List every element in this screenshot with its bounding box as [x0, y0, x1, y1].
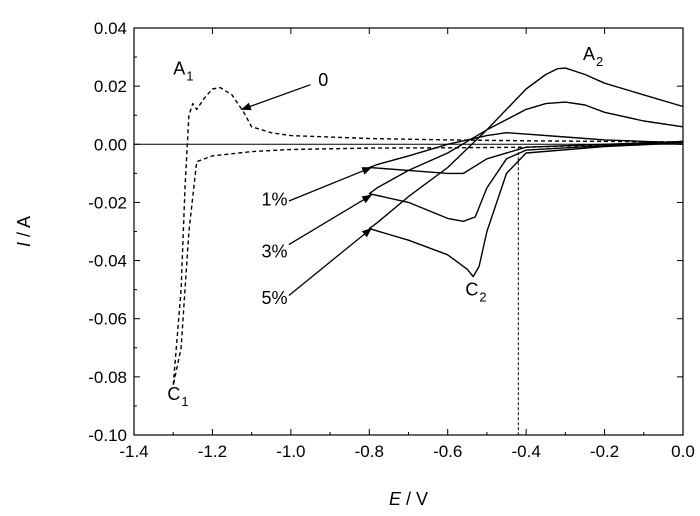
y-tick-label: -0.10	[88, 426, 127, 445]
y-axis-title-symbol: I	[14, 242, 34, 247]
arrow-3	[288, 194, 373, 246]
x-tick-label: -0.4	[511, 442, 540, 461]
x-axis-title-symbol: E	[389, 489, 402, 509]
x-tick-label: -0.8	[355, 442, 384, 461]
series-layer	[172, 67, 684, 387]
y-tick-label: -0.04	[88, 252, 127, 271]
arrow-5	[288, 227, 373, 296]
x-tick-label: -0.2	[590, 442, 619, 461]
annotation-layer: A1 A2 C1 C2 0 1% 3% 5%	[167, 44, 603, 409]
series-line-5pct	[368, 67, 684, 278]
y-tick-label: 0.00	[94, 135, 127, 154]
plot-frame	[133, 27, 684, 436]
y-tick-label: 0.04	[94, 19, 127, 38]
y-tick-label: -0.06	[88, 310, 127, 329]
y-tick-label: 0.02	[94, 77, 127, 96]
series-line-0	[172, 86, 684, 387]
series-line-1pct	[368, 131, 684, 175]
annotation-L5: 5%	[261, 288, 287, 308]
axes: -1.4 -1.2 -1.0 -0.8 -0.6 -0.4 -0.2 0.0 0.04 0.02 0…	[88, 19, 695, 461]
annotation-A1: A1	[173, 59, 193, 84]
x-tick-label: -0.6	[433, 442, 462, 461]
x-tick-label: -1.0	[276, 442, 305, 461]
x-tick-label: -1.4	[119, 442, 148, 461]
annotation-L3: 3%	[261, 242, 287, 262]
y-axis-title-unit: / A	[14, 216, 34, 242]
annotation-A2: A2	[583, 44, 603, 69]
arrow-1	[288, 166, 373, 202]
x-tick-label: 0.0	[671, 442, 695, 461]
annotation-C2: C2	[465, 279, 486, 304]
x-axis-title-unit: / V	[401, 489, 428, 509]
y-axis-title: I / A	[14, 216, 34, 247]
annotation-C1: C1	[167, 384, 188, 409]
series-line-3pct	[368, 101, 684, 223]
x-tick-label: -1.2	[198, 442, 227, 461]
y-tick-label: -0.08	[88, 368, 127, 387]
x-axis-title: E / V	[389, 489, 428, 509]
y-tick-label: -0.02	[88, 193, 127, 212]
annotation-L1: 1%	[261, 189, 287, 209]
annotation-L0: 0	[318, 70, 328, 90]
arrow-0	[240, 84, 311, 111]
